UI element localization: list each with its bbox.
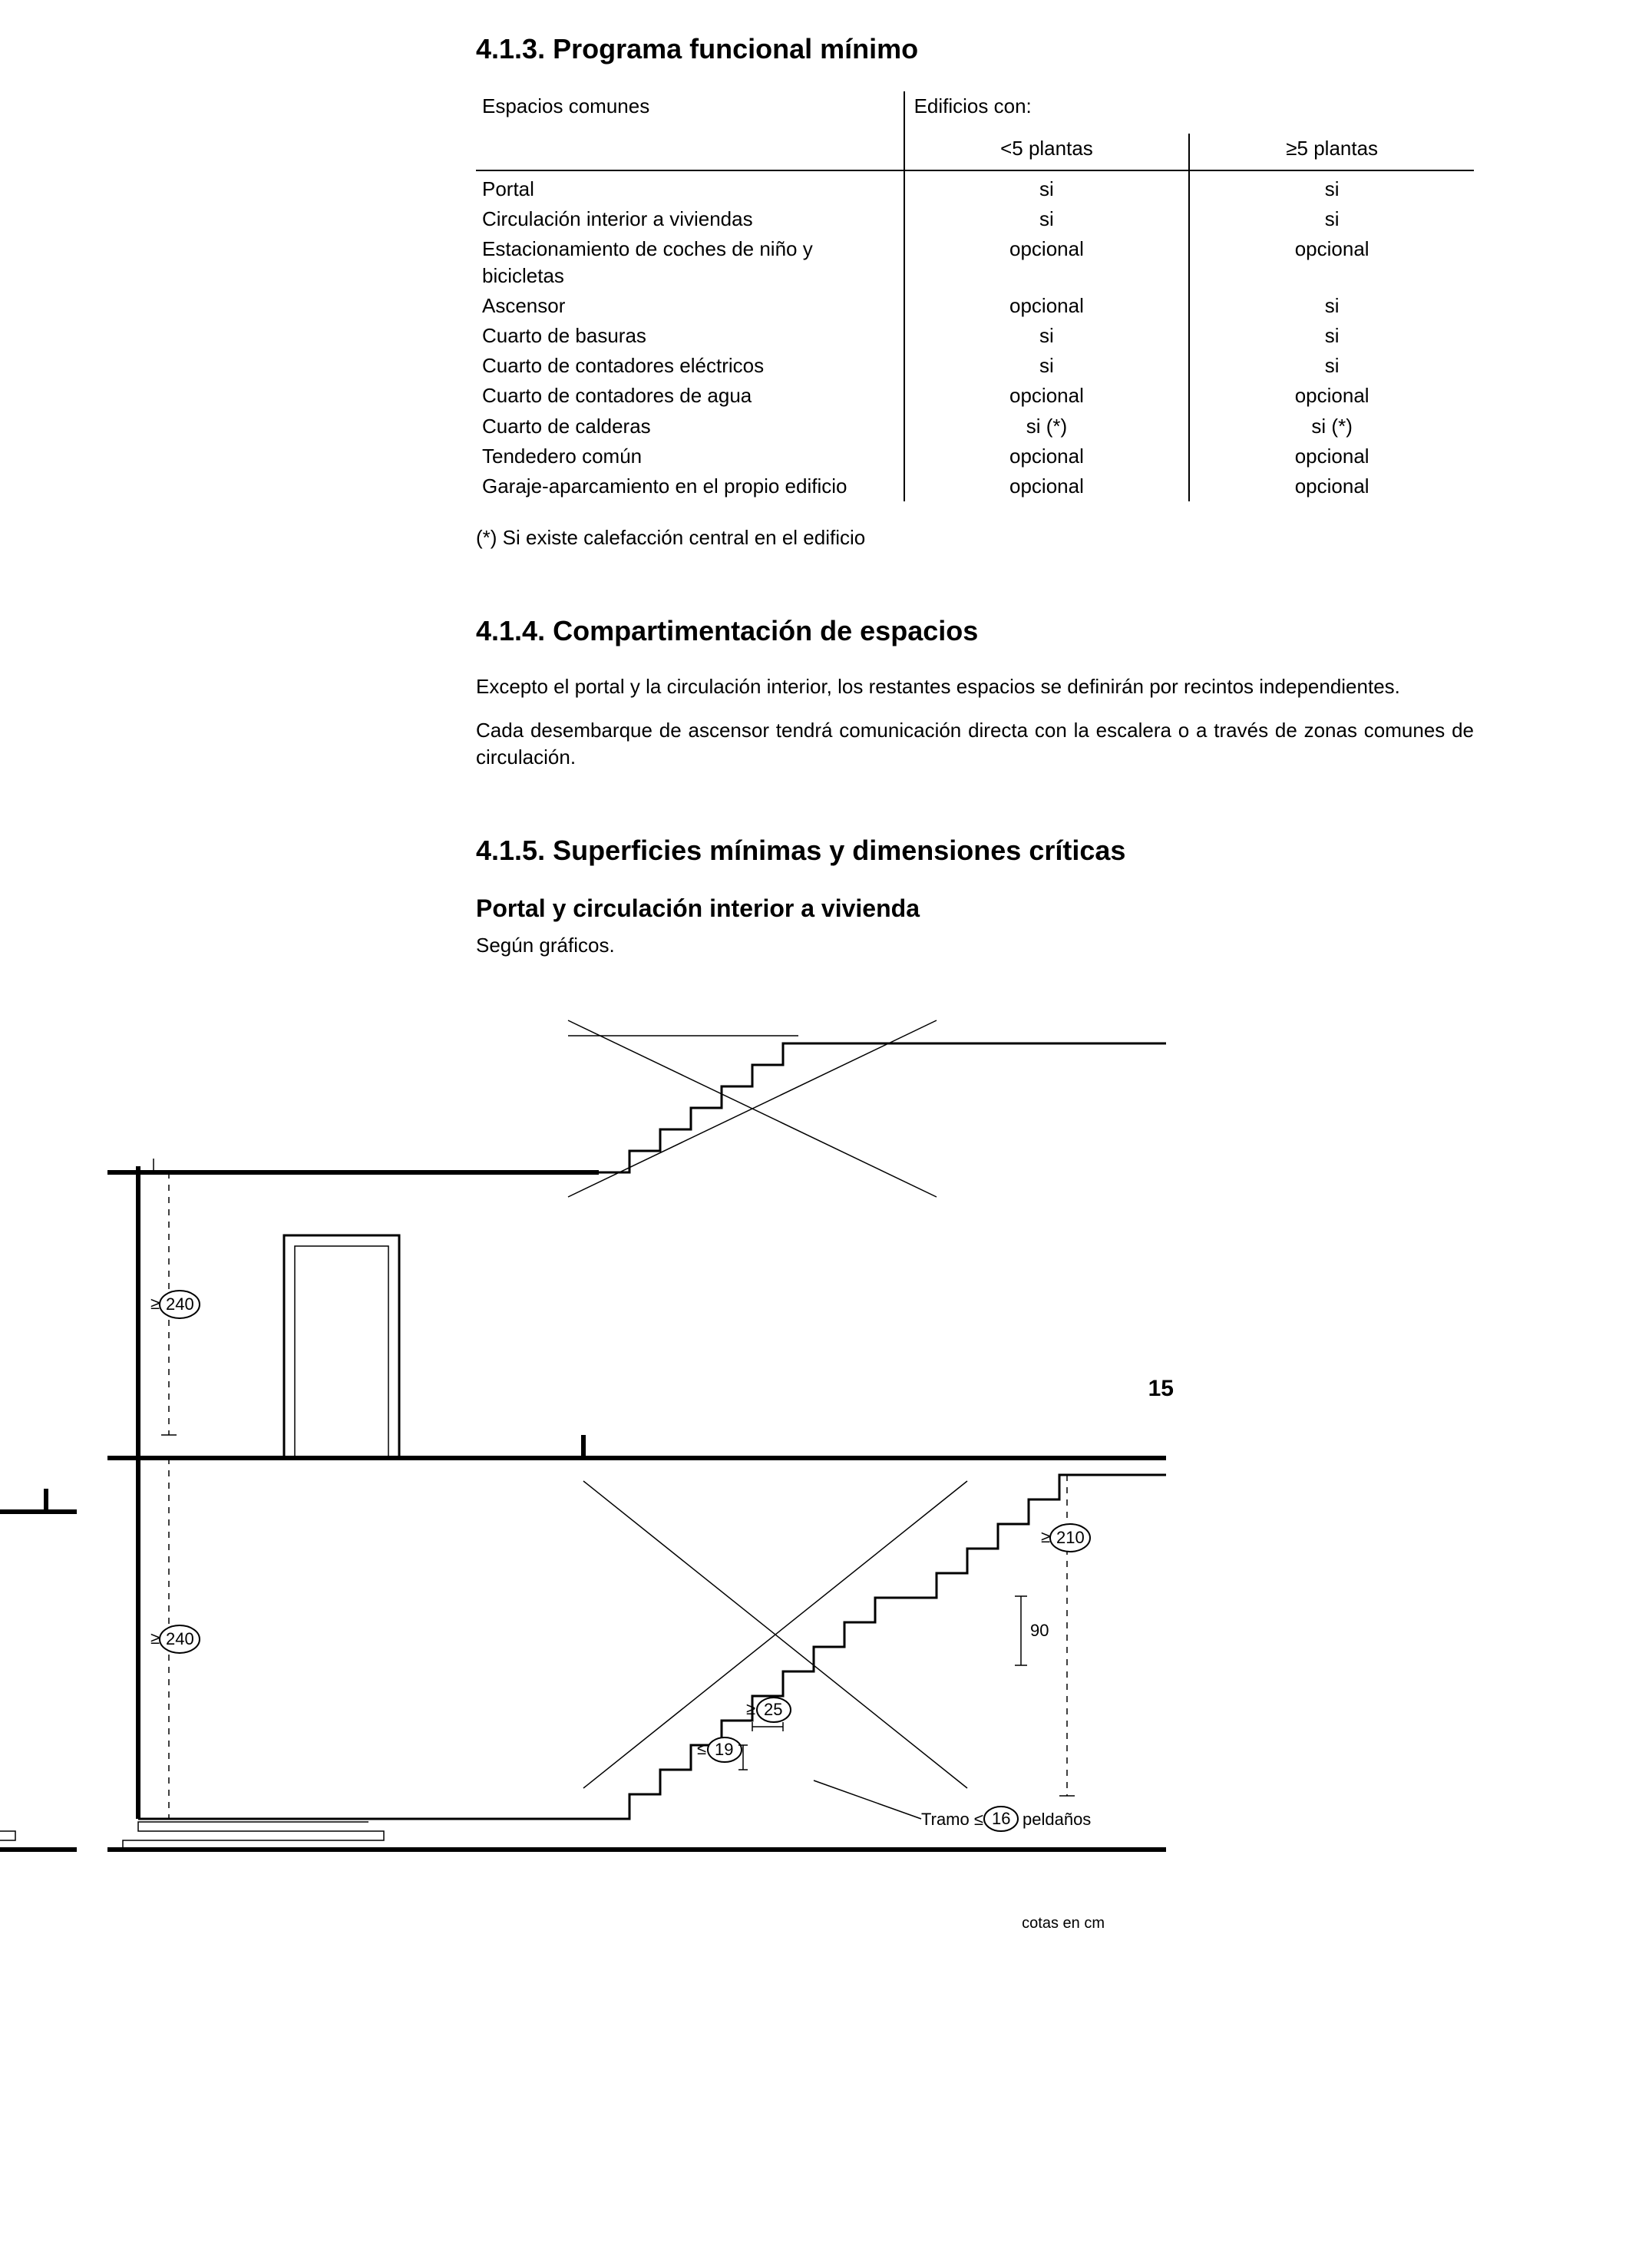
table-row-label: Circulación interior a viviendas — [476, 204, 904, 234]
dim-240-lower: ≥ 240 — [150, 1625, 200, 1653]
section-414-p1: Excepto el portal y la circulación inter… — [476, 673, 1474, 700]
section-415-heading: 4.1.5. Superficies mínimas y dimensiones… — [476, 832, 1474, 870]
svg-text:16: 16 — [992, 1809, 1010, 1828]
svg-text:≥: ≥ — [150, 1628, 160, 1648]
table-header-right: Edificios con: — [904, 91, 1474, 134]
svg-text:≥: ≥ — [150, 1294, 160, 1313]
svg-text:Tramo ≤: Tramo ≤ — [921, 1810, 983, 1829]
table-row-col-b: opcional — [1189, 234, 1474, 291]
svg-text:25: 25 — [764, 1700, 782, 1719]
svg-text:210: 210 — [1056, 1528, 1085, 1547]
table-row-col-a: si — [904, 351, 1190, 381]
table-col-b: ≥5 plantas — [1189, 134, 1474, 170]
svg-text:19: 19 — [715, 1740, 733, 1759]
dim-240-upper: ≥ 240 — [150, 1291, 200, 1318]
svg-text:≥: ≥ — [1041, 1527, 1050, 1546]
table-col-a: <5 plantas — [904, 134, 1190, 170]
table-row-label: Ascensor — [476, 291, 904, 321]
table-row-col-b: opcional — [1189, 441, 1474, 471]
section-414-p2: Cada desembarque de ascensor tendrá comu… — [476, 717, 1474, 771]
dim-riser-19: ≤ 19 — [697, 1737, 742, 1762]
svg-text:240: 240 — [166, 1294, 194, 1314]
section-drawing: ≥ 220 ≥ 240 ≥ — [0, 1005, 1166, 1896]
requirements-table: Espacios comunes Edificios con: <5 plant… — [476, 91, 1474, 501]
section-413-number: 4.1.3. — [476, 33, 545, 64]
table-row-label: Tendedero común — [476, 441, 904, 471]
table-row-label: Garaje-aparcamiento en el propio edifici… — [476, 471, 904, 501]
table-row-col-b: si — [1189, 321, 1474, 351]
table-row-col-a: opcional — [904, 234, 1190, 291]
table-row-label: Cuarto de contadores de agua — [476, 381, 904, 411]
dim-max-steps: Tramo ≤ 16 peldaños — [921, 1807, 1091, 1831]
section-415-subtitle: Portal y circulación interior a vivienda — [476, 892, 1474, 925]
table-row-label: Cuarto de contadores eléctricos — [476, 351, 904, 381]
table-footnote: (*) Si existe calefacción central en el … — [476, 524, 1474, 551]
section-413-title: Programa funcional mínimo — [553, 33, 918, 64]
dim-90: 90 — [1030, 1621, 1049, 1640]
section-414-heading: 4.1.4. Compartimentación de espacios — [476, 613, 1474, 650]
table-row-label: Estacionamiento de coches de niño y bici… — [476, 234, 904, 291]
table-row-col-b: opcional — [1189, 471, 1474, 501]
section-415-text: Según gráficos. — [476, 932, 1474, 959]
table-row-col-a: si — [904, 174, 1190, 204]
section-414-number: 4.1.4. — [476, 615, 545, 646]
table-row-col-b: si — [1189, 204, 1474, 234]
svg-text:≥: ≥ — [746, 1699, 755, 1718]
figure-caption-right: cotas en cm — [1022, 1913, 1105, 1934]
table-row-label: Cuarto de calderas — [476, 412, 904, 441]
table-row-col-b: si — [1189, 291, 1474, 321]
section-415-title: Superficies mínimas y dimensiones crític… — [553, 835, 1125, 866]
svg-text:240: 240 — [166, 1629, 194, 1648]
table-row-col-b: si — [1189, 351, 1474, 381]
section-413-heading: 4.1.3. Programa funcional mínimo — [476, 31, 1474, 68]
table-header-left: Espacios comunes — [476, 91, 904, 134]
table-row-col-b: si — [1189, 174, 1474, 204]
table-row-col-b: si (*) — [1189, 412, 1474, 441]
table-row-col-a: opcional — [904, 291, 1190, 321]
table-row-label: Cuarto de basuras — [476, 321, 904, 351]
table-row-col-a: opcional — [904, 381, 1190, 411]
table-row-col-a: si — [904, 204, 1190, 234]
figure-portal-section: ≥ 220 ≥ 240 ≥ — [0, 1005, 1166, 1926]
requirements-table-wrap: Espacios comunes Edificios con: <5 plant… — [476, 91, 1474, 501]
table-row-col-a: si (*) — [904, 412, 1190, 441]
svg-text:peldaños: peldaños — [1023, 1810, 1091, 1829]
table-row-col-a: opcional — [904, 441, 1190, 471]
table-row-label: Portal — [476, 174, 904, 204]
table-row-col-a: si — [904, 321, 1190, 351]
table-row-col-a: opcional — [904, 471, 1190, 501]
section-415-number: 4.1.5. — [476, 835, 545, 866]
svg-text:≤: ≤ — [697, 1739, 706, 1758]
dim-210: ≥ 210 — [1041, 1524, 1090, 1552]
page-number: 15 — [1148, 1374, 1174, 1405]
section-414-title: Compartimentación de espacios — [553, 615, 978, 646]
table-row-col-b: opcional — [1189, 381, 1474, 411]
